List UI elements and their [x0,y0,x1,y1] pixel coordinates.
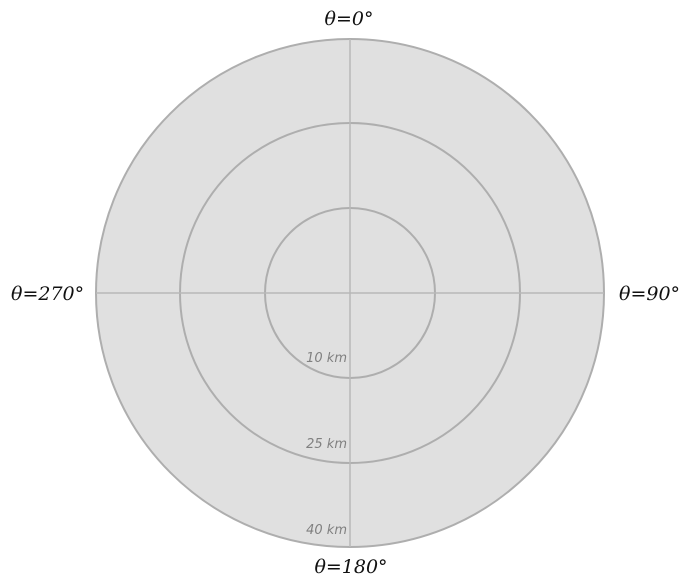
ring-label-40-km: 40 km [306,523,347,538]
angle-label-top: θ=0° [325,8,374,30]
angle-label-bottom: θ=180° [314,556,387,578]
angle-label-right: θ=90° [619,283,680,305]
ring-label-10-km: 10 km [306,351,347,366]
ring-label-25-km: 25 km [306,437,347,452]
angle-label-left: θ=270° [11,283,84,305]
